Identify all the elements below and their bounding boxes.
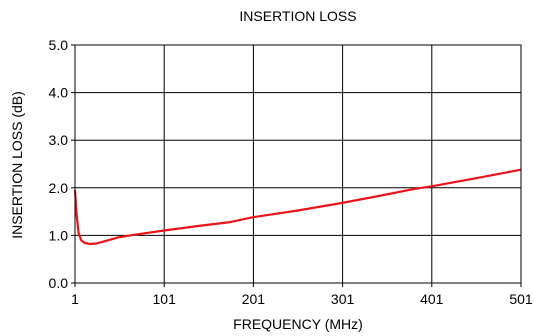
series-line [73,168,522,246]
y-tick-label: 3.0 [49,132,69,148]
x-tick-label: 1 [71,291,79,307]
grid-lines [74,44,522,284]
x-tick-label: 401 [420,291,444,307]
x-tick-label: 501 [509,291,533,307]
chart-title: INSERTION LOSS [239,8,357,24]
data-series [73,168,522,246]
y-tick-label: 1.0 [49,227,69,243]
y-tick-label: 0.0 [49,275,69,291]
x-tick-label: 201 [242,291,266,307]
y-tick-label: 4.0 [49,85,69,101]
x-tick-label: 101 [153,291,177,307]
x-axis-label: FREQUENCY (MHz) [233,316,363,332]
y-tick-label: 5.0 [49,37,69,53]
tick-labels: 0.0 1.0 2.0 3.0 4.0 5.0 1 101 201 301 401 501 [49,37,533,307]
plot-frame [74,44,522,284]
y-tick-label: 2.0 [49,180,69,196]
x-tick-label: 301 [331,291,355,307]
